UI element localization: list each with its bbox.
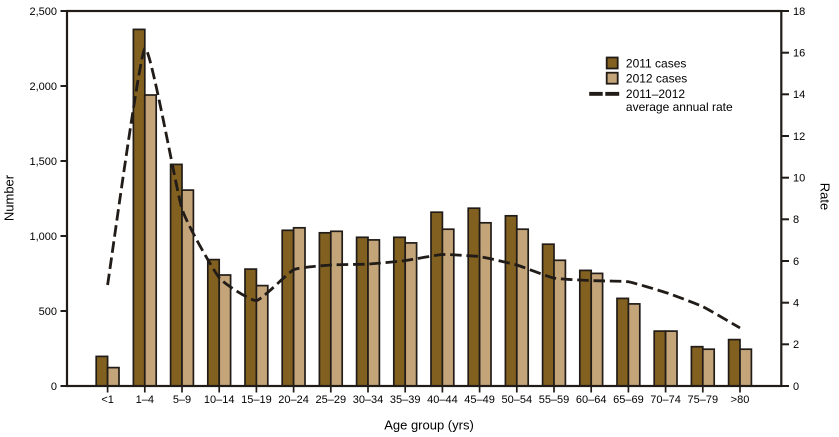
svg-text:55–59: 55–59 [539, 394, 570, 406]
svg-text:>80: >80 [731, 394, 750, 406]
svg-text:35–39: 35–39 [390, 394, 421, 406]
svg-text:40–44: 40–44 [427, 394, 458, 406]
svg-text:0: 0 [793, 381, 799, 393]
svg-text:25–29: 25–29 [316, 394, 347, 406]
svg-text:500: 500 [39, 306, 57, 318]
svg-text:15–19: 15–19 [241, 394, 272, 406]
svg-text:12: 12 [793, 131, 805, 143]
svg-text:5–9: 5–9 [173, 394, 191, 406]
svg-text:2: 2 [793, 339, 799, 351]
svg-text:10: 10 [793, 173, 805, 185]
svg-text:70–74: 70–74 [650, 394, 681, 406]
svg-text:60–64: 60–64 [576, 394, 607, 406]
svg-text:average annual rate: average annual rate [626, 100, 733, 114]
svg-text:1,500: 1,500 [29, 156, 57, 168]
svg-text:2,000: 2,000 [29, 81, 57, 93]
svg-text:0: 0 [51, 381, 57, 393]
svg-text:2,500: 2,500 [29, 6, 57, 18]
svg-text:16: 16 [793, 48, 805, 60]
svg-text:2011–2012: 2011–2012 [626, 87, 686, 101]
svg-text:75–79: 75–79 [688, 394, 719, 406]
svg-text:Number: Number [2, 174, 17, 221]
svg-text:65–69: 65–69 [613, 394, 644, 406]
svg-text:20–24: 20–24 [278, 394, 309, 406]
svg-text:8: 8 [793, 214, 799, 226]
svg-text:2011 cases: 2011 cases [626, 56, 687, 70]
svg-text:4: 4 [793, 298, 799, 310]
svg-text:1,000: 1,000 [29, 231, 57, 243]
svg-text:Rate: Rate [818, 183, 833, 210]
svg-text:2012 cases: 2012 cases [626, 72, 687, 86]
svg-text:6: 6 [793, 256, 799, 268]
svg-text:Age group (yrs): Age group (yrs) [384, 418, 474, 433]
svg-text:30–34: 30–34 [353, 394, 384, 406]
svg-text:50–54: 50–54 [502, 394, 533, 406]
svg-text:<1: <1 [101, 394, 114, 406]
svg-text:18: 18 [793, 6, 805, 18]
svg-text:1–4: 1–4 [136, 394, 154, 406]
svg-text:14: 14 [793, 89, 805, 101]
svg-text:45–49: 45–49 [464, 394, 495, 406]
svg-text:10–14: 10–14 [204, 394, 235, 406]
